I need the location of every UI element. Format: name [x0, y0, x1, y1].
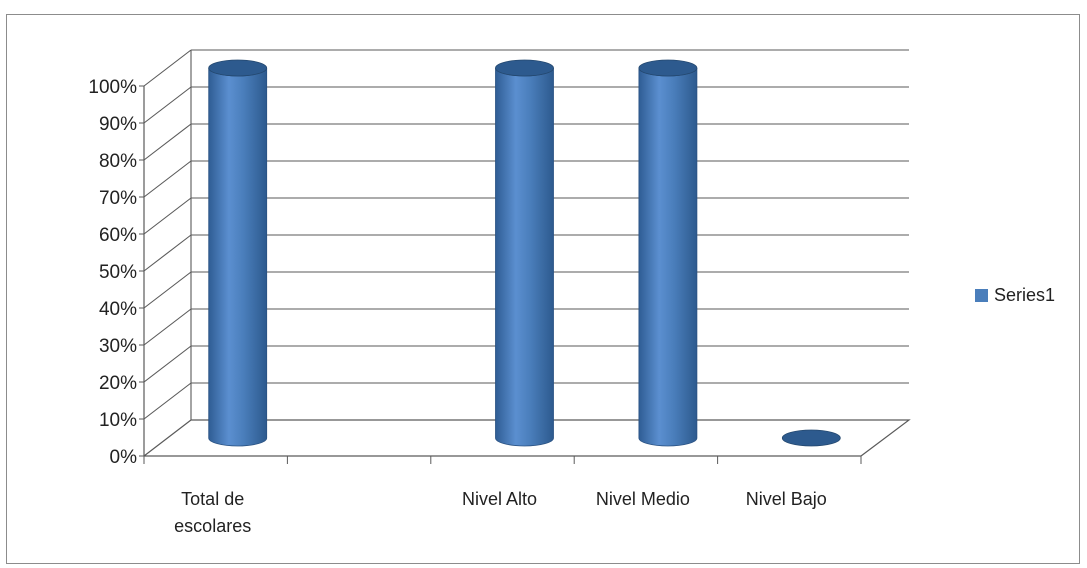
bar-top — [781, 429, 841, 447]
y-tick-labels: 0% 10% 20% 30% 40% 50% 60% 70% 80% 90% 100% — [88, 77, 137, 468]
gridline-side — [143, 123, 192, 161]
gridline-side — [143, 160, 192, 198]
gridline-side — [143, 86, 192, 124]
y-tick-label: 90% — [99, 114, 137, 135]
gridline-side — [143, 308, 192, 346]
x-tick-label-line: escolares — [174, 516, 251, 536]
x-tick-label: Total de escolares — [174, 489, 251, 536]
gridline-side — [143, 271, 192, 309]
bar — [638, 59, 698, 447]
x-tick-label-line: Nivel Medio — [596, 489, 690, 509]
bar-top — [495, 59, 554, 77]
y-tick-label: 50% — [99, 262, 137, 283]
legend-swatch — [975, 289, 988, 302]
x-tick-label-line: Nivel Alto — [462, 489, 537, 509]
axes — [139, 50, 862, 464]
gridline-side — [143, 197, 192, 235]
y-tick-label: 0% — [110, 447, 138, 468]
y-tick-label: 70% — [99, 188, 137, 209]
x-tick-label-line: Total de — [181, 489, 244, 509]
bar-body — [495, 67, 554, 447]
x-tick-label-line: Nivel Bajo — [746, 489, 827, 509]
y-tick-label: 60% — [99, 225, 137, 246]
bar — [208, 59, 268, 447]
y-tick-label: 40% — [99, 299, 137, 320]
bar-body — [208, 67, 268, 447]
y-tick-label: 100% — [88, 77, 137, 98]
x-tick-label: Nivel Medio — [596, 489, 690, 509]
bar — [781, 429, 841, 447]
gridline-side — [143, 49, 192, 87]
x-tick-label: Nivel Alto — [462, 489, 537, 509]
bar-body — [638, 67, 698, 447]
y-tick-label: 20% — [99, 373, 137, 394]
y-tick-label: 80% — [99, 151, 137, 172]
bar-top — [208, 59, 268, 77]
bar-top — [638, 59, 698, 77]
legend: Series1 — [975, 285, 1055, 305]
x-tick-labels: Total de escolares Nivel Alto Nivel Medio Ni… — [174, 489, 827, 536]
y-tick-label: 30% — [99, 336, 137, 357]
bars — [208, 59, 841, 447]
legend-label: Series1 — [994, 285, 1055, 305]
y-tick-label: 10% — [99, 410, 137, 431]
gridline-side — [143, 382, 192, 420]
gridline-side — [143, 234, 192, 272]
x-tick-label: Nivel Bajo — [746, 489, 827, 509]
bar — [495, 59, 554, 447]
gridline-side — [143, 345, 192, 383]
floor-outline — [143, 419, 911, 457]
